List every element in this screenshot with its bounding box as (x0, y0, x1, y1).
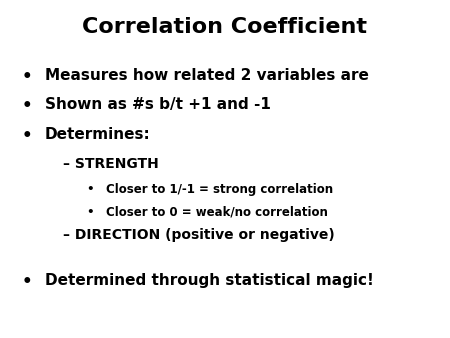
Text: Closer to 0 = weak/no correlation: Closer to 0 = weak/no correlation (106, 206, 328, 218)
Text: •: • (86, 206, 94, 218)
Text: Determined through statistical magic!: Determined through statistical magic! (45, 273, 374, 288)
Text: •: • (86, 183, 94, 195)
Text: – STRENGTH: – STRENGTH (63, 157, 159, 171)
Text: Determines:: Determines: (45, 127, 151, 142)
Text: •: • (22, 127, 32, 145)
Text: Correlation Coefficient: Correlation Coefficient (82, 17, 368, 37)
Text: •: • (22, 97, 32, 115)
Text: Closer to 1/-1 = strong correlation: Closer to 1/-1 = strong correlation (106, 183, 333, 195)
Text: – DIRECTION (positive or negative): – DIRECTION (positive or negative) (63, 228, 335, 242)
Text: Measures how related 2 variables are: Measures how related 2 variables are (45, 68, 369, 82)
Text: Shown as #s b/t +1 and -1: Shown as #s b/t +1 and -1 (45, 97, 271, 112)
Text: •: • (22, 273, 32, 291)
Text: •: • (22, 68, 32, 86)
